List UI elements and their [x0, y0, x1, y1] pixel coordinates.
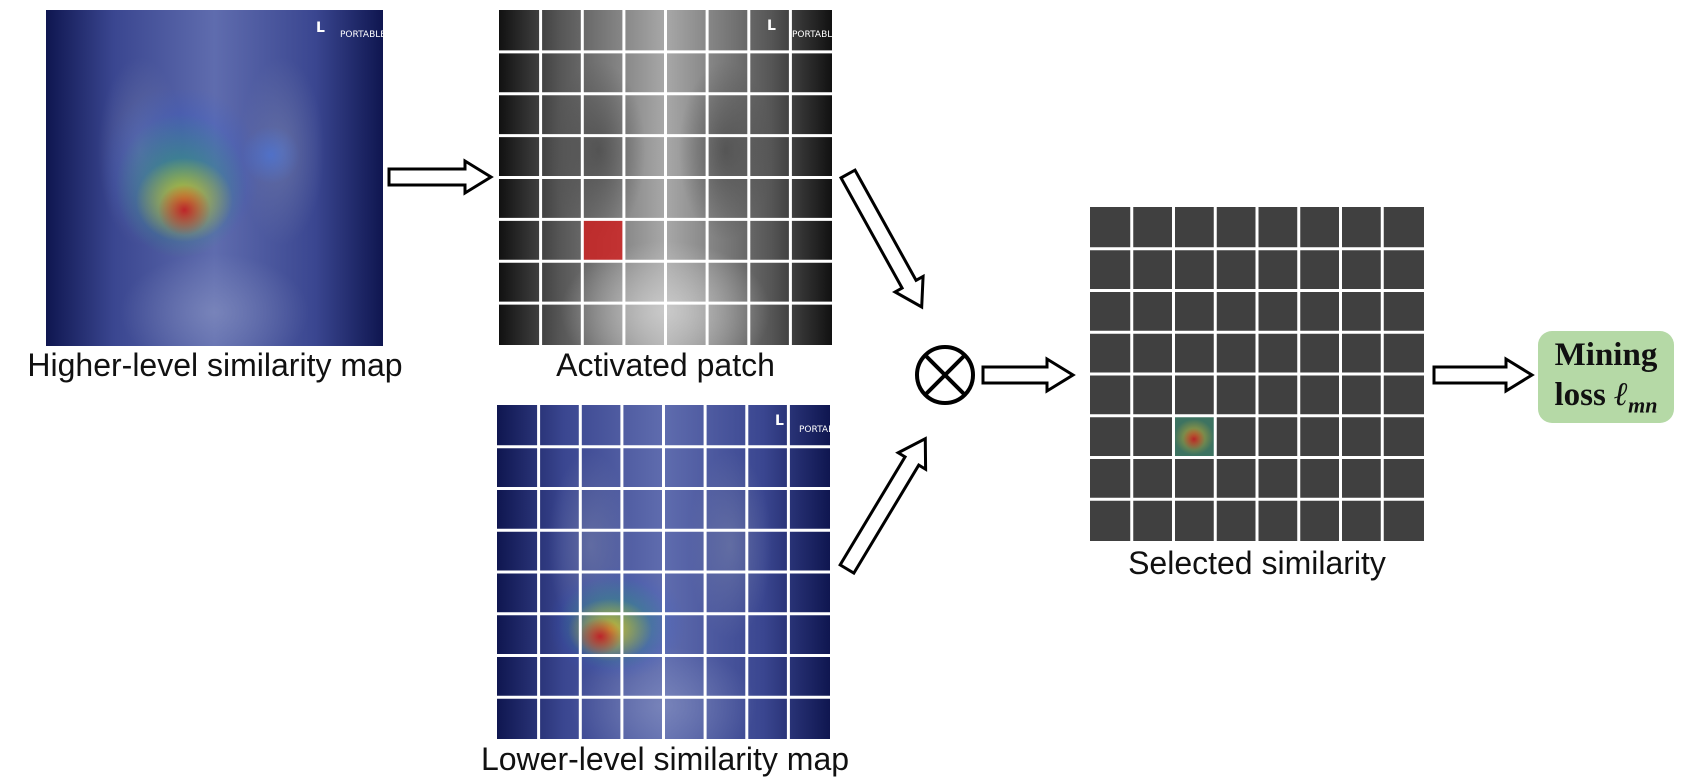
- portable-label: PORTABLE: [792, 30, 832, 40]
- activated-patch: [581, 218, 623, 260]
- arrow-activated-to-operator-icon: [838, 168, 925, 310]
- caption-selected-similarity: Selected similarity: [1128, 545, 1386, 581]
- patch-grid-lines: [497, 405, 830, 739]
- arrow-operator-to-selected-icon: [981, 356, 1076, 394]
- higher-level-similarity-map: PORTABLE L: [46, 10, 383, 346]
- mining-loss-line2: loss ℓmn: [1538, 375, 1674, 426]
- arrow-selected-to-loss-icon: [1432, 356, 1535, 394]
- caption-higher-level-similarity-map: Higher-level similarity map: [27, 347, 403, 383]
- loss-subscript: mn: [1628, 392, 1658, 418]
- portable-label: PORTABLE: [799, 425, 830, 435]
- lower-level-similarity-map: PORTABLE L: [497, 405, 830, 739]
- mining-loss-line1: Mining: [1554, 337, 1658, 373]
- similarity-grid-lines: [1090, 207, 1424, 541]
- arrow-lower-to-operator-icon: [838, 436, 928, 576]
- side-marker-label: L: [767, 18, 776, 34]
- arrow-higher-to-activated-icon: [387, 158, 494, 196]
- activated-patch-panel: PORTABLE L: [499, 10, 832, 345]
- caption-lower-level-similarity-map: Lower-level similarity map: [480, 741, 850, 777]
- loss-symbol: ℓ: [1614, 377, 1629, 413]
- portable-label: PORTABLE: [340, 30, 383, 40]
- caption-activated-patch: Activated patch: [556, 347, 775, 383]
- mining-loss-box: Mining loss ℓmn: [1538, 331, 1674, 423]
- side-marker-label: L: [316, 20, 325, 36]
- heatmap-blob-secondary: [226, 110, 316, 200]
- selected-similarity-grid: [1090, 207, 1424, 541]
- loss-word: loss: [1554, 377, 1615, 413]
- side-marker-label: L: [775, 413, 784, 429]
- circled-times-icon: [915, 345, 975, 405]
- selected-patch-heat: [1173, 416, 1215, 458]
- patch-grid-lines: [499, 10, 832, 345]
